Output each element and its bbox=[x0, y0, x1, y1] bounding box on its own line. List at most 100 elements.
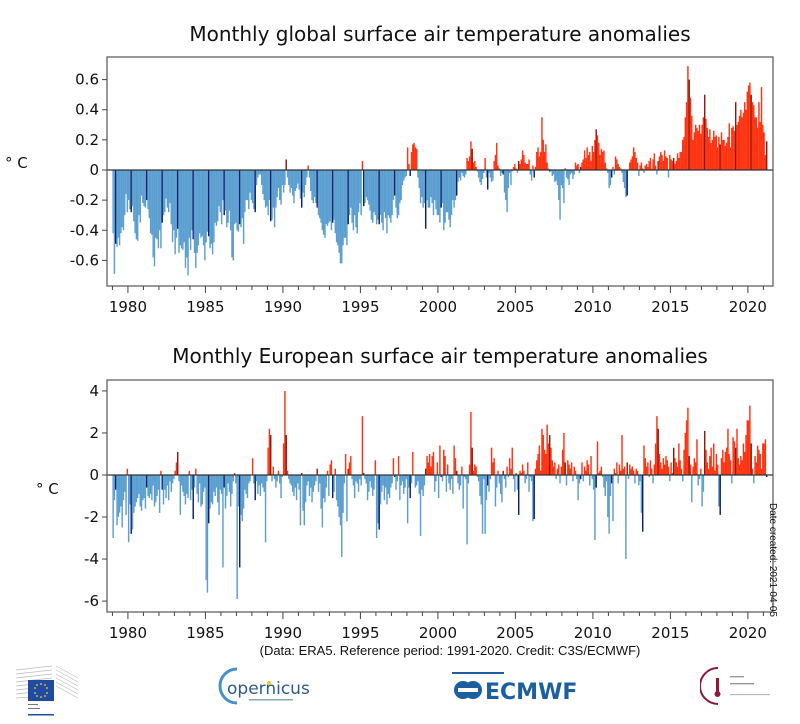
bar-1993-02 bbox=[330, 460, 333, 475]
bar-1985-07 bbox=[213, 474, 215, 492]
bar-1982-04 bbox=[162, 474, 165, 505]
bar-2008-05 bbox=[567, 460, 569, 475]
bar-1979-11 bbox=[125, 169, 127, 195]
bar-1997-03 bbox=[393, 169, 396, 196]
bar-2019-11 bbox=[745, 435, 747, 475]
bar-1983-11 bbox=[187, 474, 189, 499]
bar-1984-04 bbox=[193, 169, 196, 253]
bar-1996-07 bbox=[383, 474, 386, 501]
bar-1989-06 bbox=[273, 169, 276, 228]
bar-2004-04 bbox=[503, 169, 506, 193]
global-anomaly-chart: 1980 1985 1990 1995 2000 2005 2010 2015 2020 -0.6… bbox=[70, 56, 774, 316]
bar-1988-03 bbox=[254, 169, 256, 213]
bar-1985-02 bbox=[206, 474, 209, 593]
bar-1985-02 bbox=[206, 169, 209, 232]
bar-2003-06 bbox=[490, 169, 493, 183]
bar-1997-05 bbox=[396, 169, 399, 219]
global-chart-title: Monthly global surface air temperature a… bbox=[189, 22, 691, 46]
bar-2013-01 bbox=[639, 474, 641, 482]
bar-2014-03 bbox=[657, 428, 659, 475]
bar-2008-11 bbox=[574, 162, 577, 170]
bar-1980-04 bbox=[131, 169, 134, 207]
bar-2014-11 bbox=[667, 169, 670, 178]
bar-1985-04 bbox=[209, 169, 211, 249]
bar-1983-07 bbox=[182, 169, 184, 250]
bar-2008-04 bbox=[565, 169, 568, 178]
bar-1992-09 bbox=[324, 474, 326, 503]
bar-2017-02 bbox=[702, 117, 705, 170]
bar-2012-09 bbox=[634, 151, 636, 170]
bar-1993-03 bbox=[332, 474, 334, 499]
bar-2018-05 bbox=[722, 449, 724, 475]
bar-1985-05 bbox=[210, 169, 213, 244]
bar-2002-05 bbox=[474, 464, 476, 475]
bar-1992-02 bbox=[315, 474, 317, 482]
bar-2018-05 bbox=[722, 139, 724, 170]
bar-2004-07 bbox=[507, 474, 510, 478]
bar-1989-05 bbox=[272, 169, 275, 208]
bar-1997-08 bbox=[400, 474, 402, 486]
bar-2007-11 bbox=[559, 474, 561, 484]
bar-1999-02 bbox=[423, 169, 426, 204]
bar-1995-08 bbox=[369, 169, 371, 211]
bar-1983-09 bbox=[184, 474, 187, 505]
bar-1996-12 bbox=[390, 169, 392, 223]
bar-2006-04 bbox=[534, 468, 537, 475]
bar-1996-09 bbox=[386, 169, 388, 234]
bar-1980-06 bbox=[134, 169, 136, 234]
bar-2000-11 bbox=[450, 474, 453, 480]
bar-1997-11 bbox=[404, 474, 406, 488]
bar-1999-04 bbox=[426, 456, 428, 475]
bar-2011-01 bbox=[608, 169, 610, 189]
bar-2020-03 bbox=[750, 443, 752, 475]
bar-1989-03 bbox=[270, 435, 272, 475]
bar-2003-02 bbox=[485, 474, 488, 501]
bar-2016-02 bbox=[687, 407, 689, 475]
bar-2010-03 bbox=[595, 129, 597, 170]
bar-1990-08 bbox=[291, 474, 294, 492]
bar-1991-07 bbox=[306, 169, 308, 178]
bar-2012-01 bbox=[623, 169, 626, 189]
bar-1989-02 bbox=[268, 428, 271, 475]
bar-2015-08 bbox=[679, 460, 681, 475]
bar-1998-02 bbox=[408, 163, 410, 170]
bar-2011-07 bbox=[616, 159, 618, 170]
bar-2004-01 bbox=[499, 474, 502, 494]
bar-1998-08 bbox=[415, 474, 418, 486]
bar-1989-04 bbox=[271, 169, 273, 220]
bar-2010-10 bbox=[604, 162, 606, 170]
bar-2010-05 bbox=[598, 472, 600, 475]
bar-2001-06 bbox=[459, 474, 462, 486]
bar-2004-09 bbox=[510, 468, 512, 475]
svg-text:ECMWF: ECMWF bbox=[485, 680, 577, 705]
bar-1996-01 bbox=[375, 169, 378, 225]
bar-2009-10 bbox=[589, 474, 591, 486]
bar-1987-11 bbox=[249, 474, 251, 482]
bar-1993-08 bbox=[338, 474, 340, 518]
bar-1982-11 bbox=[171, 169, 174, 243]
bar-1983-05 bbox=[179, 169, 182, 246]
bar-1988-11 bbox=[264, 169, 267, 208]
bar-2007-08 bbox=[555, 474, 557, 480]
bar-1990-01 bbox=[282, 169, 285, 193]
bar-2008-12 bbox=[576, 474, 578, 480]
bar-2006-03 bbox=[533, 169, 535, 178]
bar-2012-06 bbox=[630, 468, 632, 475]
bar-2010-01 bbox=[592, 151, 595, 170]
bar-1984-03 bbox=[192, 169, 194, 240]
bar-2016-04 bbox=[689, 97, 692, 170]
bar-1982-03 bbox=[161, 474, 163, 490]
bar-2021-01 bbox=[763, 443, 765, 475]
bar-2001-11 bbox=[466, 157, 468, 170]
bar-1994-07 bbox=[352, 169, 355, 231]
bar-1996-02 bbox=[377, 474, 379, 524]
bar-2001-03 bbox=[455, 470, 458, 475]
bar-2014-06 bbox=[661, 154, 663, 170]
bar-2018-10 bbox=[728, 453, 730, 475]
bar-2007-04 bbox=[550, 447, 552, 475]
bar-2011-03 bbox=[610, 474, 613, 484]
bar-1983-10 bbox=[186, 169, 188, 258]
bar-2012-02 bbox=[625, 169, 627, 198]
bar-2020-02 bbox=[749, 82, 751, 170]
bar-2006-11 bbox=[543, 151, 546, 170]
